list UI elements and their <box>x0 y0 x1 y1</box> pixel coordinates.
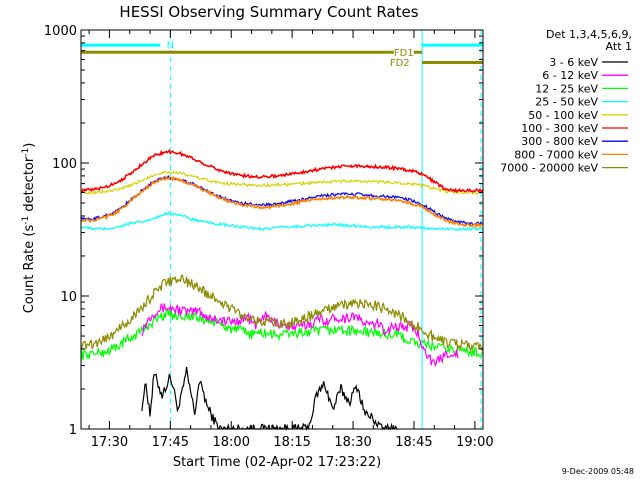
legend-entry-label: 25 - 50 keV <box>535 96 598 109</box>
y-axis-label-end: ) <box>22 143 37 148</box>
legend-header-line-1: Det 1,3,4,5,6,9, <box>546 28 632 41</box>
legend-header-line-2: Att 1 <box>606 40 632 53</box>
x-tick-label: 19:00 <box>456 435 493 450</box>
legend-entry-label: 800 - 7000 keV <box>514 148 598 161</box>
y-axis-label-main: Count Rate (s <box>22 225 37 314</box>
legend-entry-label: 3 - 6 keV <box>549 56 598 69</box>
annotation-label-bg-2 <box>393 47 414 58</box>
series-line-6 <box>80 174 484 227</box>
chart-title: HESSI Observing Summary Count Rates <box>119 3 418 21</box>
x-tick-label: 17:45 <box>152 435 189 450</box>
series-line-4 <box>80 170 484 196</box>
x-tick-label: 17:30 <box>91 435 128 450</box>
x-axis: 17:30 17:45 18:00 18:15 18:30 18:45 19:00 <box>88 30 494 450</box>
y-tick-label: 10 <box>60 290 77 305</box>
y-axis-label-mid: detector <box>22 156 37 216</box>
y-tick-label: 1 <box>69 423 77 438</box>
y-axis-label-exp2: -1 <box>21 148 31 157</box>
legend-entry-label: 100 - 300 keV <box>521 122 598 135</box>
legend-entry-label: 7000 - 20000 keV <box>500 162 598 175</box>
y-axis: 1 10 100 1000 <box>44 24 483 438</box>
x-tick-label: 18:30 <box>334 435 371 450</box>
series-line-0 <box>141 366 398 432</box>
series-line-5 <box>80 148 484 194</box>
y-axis-label: Count Rate (s-1 detector-1) <box>21 143 37 314</box>
x-axis-label: Start Time (02-Apr-02 17:23:22) <box>173 455 381 470</box>
annotation-label-2: FD1 <box>394 48 414 59</box>
annotation-label-bg-0 <box>160 40 181 51</box>
series-line-2 <box>80 307 484 361</box>
annotation-label-3: FD2 <box>390 58 410 69</box>
x-tick-label: 18:00 <box>213 435 250 450</box>
legend-entry-label: 50 - 100 keV <box>528 109 598 122</box>
legend-entry-label: 300 - 800 keV <box>521 135 598 148</box>
footer-timestamp: 9-Dec-2009 05:48 <box>562 467 634 476</box>
annotation-label-bg-3 <box>389 57 410 68</box>
plot-frame <box>80 29 484 430</box>
y-tick-label: 100 <box>52 157 77 172</box>
x-tick-label: 18:15 <box>273 435 310 450</box>
legend-entry-label: 6 - 12 keV <box>542 69 598 82</box>
series-line-3 <box>80 211 484 232</box>
y-axis-label-exp1: -1 <box>21 216 31 225</box>
legend-entry-label: 12 - 25 keV <box>535 82 598 95</box>
series-line-8 <box>80 274 484 353</box>
y-tick-label: 1000 <box>44 24 77 39</box>
annotation-label-0: N <box>167 41 174 52</box>
series-line-1 <box>141 303 459 368</box>
x-tick-label: 18:45 <box>395 435 432 450</box>
series-line-7 <box>80 174 484 229</box>
